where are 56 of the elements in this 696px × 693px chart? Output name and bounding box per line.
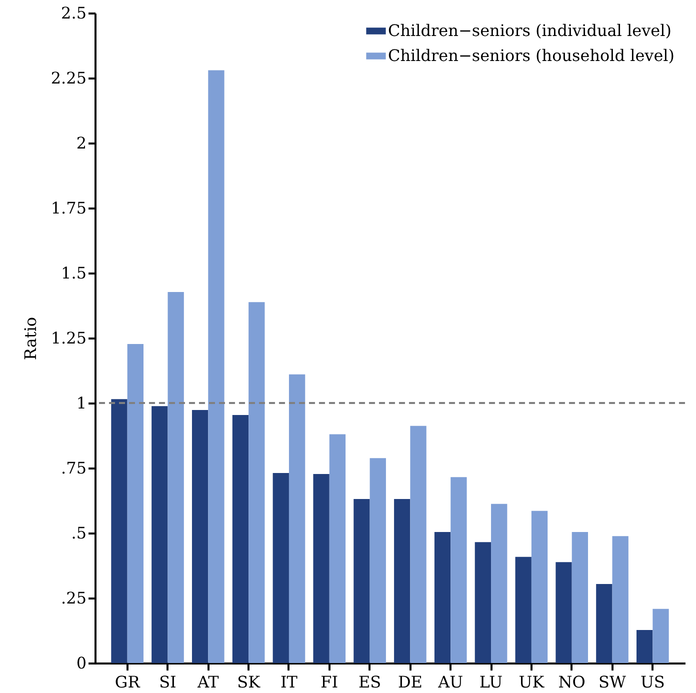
bar [556,562,572,663]
y-tick-label: 2 [76,134,86,152]
bar [168,292,184,663]
bar [232,414,249,663]
y-tick-label: 1.75 [50,198,86,218]
bar [636,630,653,663]
x-tick-label: SI [159,672,176,692]
bar [515,556,532,663]
x-tick-label: LU [479,672,503,692]
bar [531,510,548,663]
bar [652,608,669,663]
y-tick-label: 2.5 [61,4,86,22]
y-tick-label: 1.25 [50,328,86,348]
y-tick-label: 2.25 [50,68,86,88]
bar [272,472,289,663]
bar [572,532,588,663]
bar [354,498,370,663]
bar [612,536,628,663]
bar [394,498,410,663]
bar [288,374,306,663]
bar [152,406,168,663]
x-tick-label: IT [280,672,298,692]
bar [450,477,467,663]
bar [313,474,330,663]
bar [474,542,492,663]
x-tick-label: UK [518,672,546,692]
bar [248,302,265,663]
bar [111,399,128,663]
x-tick-label: ES [358,672,382,692]
legend-label: Children−seniors (household level) [388,46,675,65]
y-tick-label: 0 [76,654,86,672]
y-tick-label: .5 [71,524,86,542]
x-tick-label: DE [398,672,422,692]
x-tick-label: SW [598,672,627,692]
bar [127,344,144,663]
bar [192,410,208,663]
x-tick-label: AT [196,672,220,692]
x-tick-label: FI [320,672,338,692]
y-tick-label: .25 [61,588,86,608]
bar [208,70,224,663]
bar [596,584,612,663]
x-tick-label: SK [237,672,262,692]
y-tick-label: .75 [61,458,86,478]
bar [491,504,508,663]
x-tick-label: US [640,672,665,692]
legend-label: Children−seniors (individual level) [388,21,672,40]
bar [329,434,346,663]
bar [410,426,426,663]
x-tick-label: AU [437,672,464,692]
y-axis-title: Ratio [20,316,40,360]
bar [370,458,386,663]
y-tick-label: 1.5 [61,264,86,282]
bar [434,532,451,663]
y-tick-label: 1 [76,394,86,412]
x-tick-label: GR [114,672,141,692]
x-tick-label: NO [558,672,586,692]
